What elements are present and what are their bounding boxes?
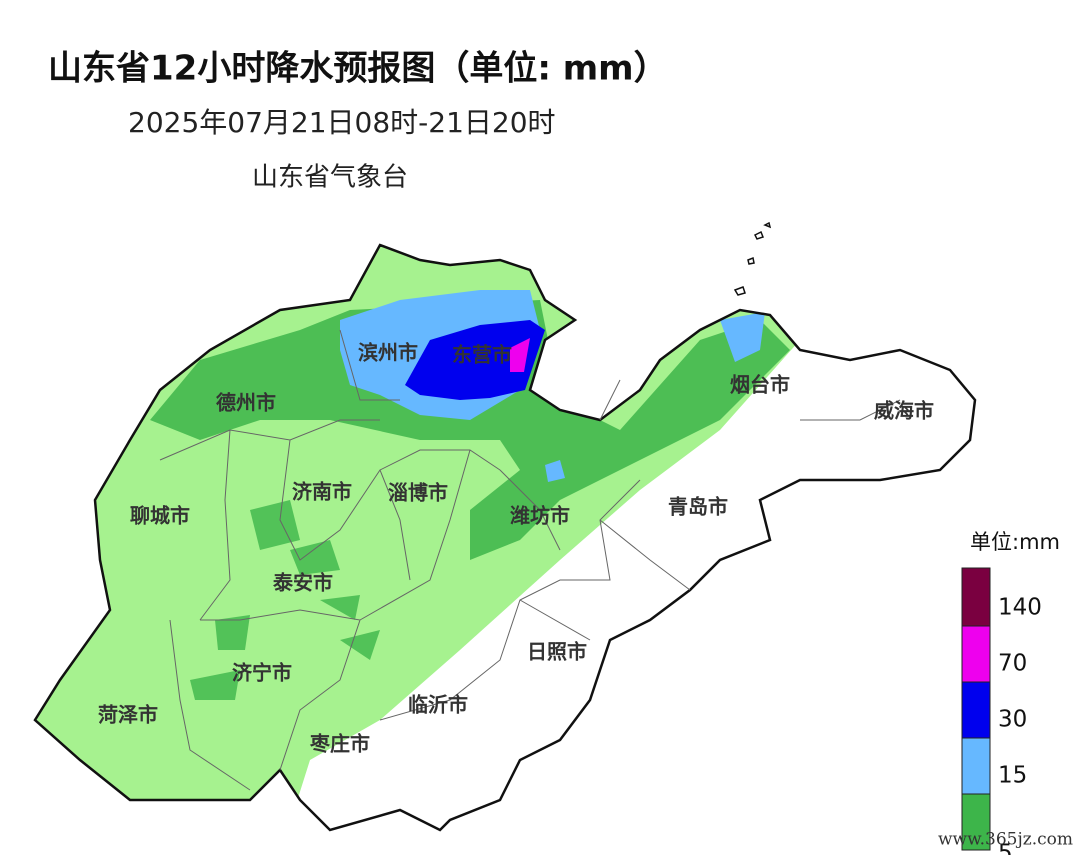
city-label: 德州市 [216, 391, 276, 415]
city-label: 烟台市 [730, 373, 790, 397]
city-label: 淄博市 [388, 481, 448, 505]
legend-tick-label: 5 [998, 841, 1013, 855]
city-label: 济南市 [292, 480, 352, 504]
rain-moderate [150, 300, 790, 560]
city-borders [159, 329, 901, 791]
legend-tick-label: 30 [998, 707, 1027, 733]
legend-title: 单位:mm [970, 530, 1060, 554]
agency: 山东省气象台 [252, 163, 408, 193]
legend-tick-label: 15 [998, 763, 1027, 789]
legend: 单位:mm 5 15 30 70 140 [961, 530, 1060, 855]
watermark: www.365jz.com [938, 830, 1073, 850]
islands [733, 221, 772, 296]
rain-moderate [190, 500, 380, 700]
city-label: 东营市 [452, 343, 512, 367]
legend-tick-label: 140 [998, 595, 1042, 621]
city-label: 威海市 [874, 399, 934, 423]
city-label: 聊城市 [130, 504, 190, 528]
city-label: 滨州市 [358, 341, 418, 365]
legend-swatch [961, 737, 991, 795]
legend-swatch [961, 625, 991, 683]
legend-swatch [961, 681, 991, 739]
city-label: 泰安市 [272, 571, 333, 595]
legend-swatch [961, 567, 991, 627]
city-label: 济宁市 [232, 661, 292, 685]
province-map [33, 221, 977, 832]
city-label: 青岛市 [668, 495, 728, 519]
rain-torrential [405, 320, 545, 400]
rain-extreme [510, 338, 530, 372]
city-label: 菏泽市 [98, 703, 158, 727]
city-label: 日照市 [527, 640, 587, 664]
city-label: 临沂市 [408, 693, 468, 717]
map-title: 山东省12小时降水预报图（单位: mm） [48, 49, 668, 89]
map-subtitle: 2025年07月21日08时-21日20时 [128, 106, 556, 139]
city-label: 潍坊市 [510, 504, 570, 528]
legend-tick-label: 70 [998, 651, 1027, 677]
city-label: 枣庄市 [309, 732, 370, 756]
